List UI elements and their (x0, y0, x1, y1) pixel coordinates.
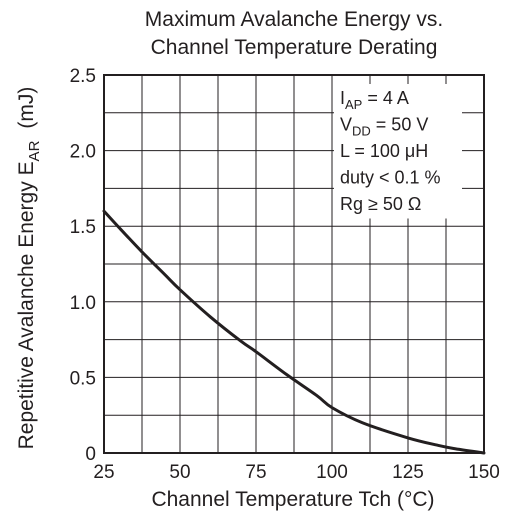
x-tick-label: 150 (468, 462, 500, 483)
annotation-line: Rg ≥ 50 Ω (340, 194, 421, 214)
chart-title-line-2: Channel Temperature Derating (150, 36, 438, 59)
annotation-text: V (340, 115, 352, 135)
series-group (102, 209, 486, 455)
annotation-subscript: AP (345, 97, 362, 112)
annotation-text: Rg ≥ 50 Ω (340, 194, 421, 214)
annotation-line: L = 100 μH (340, 141, 428, 161)
annotation-line: IAP = 4 A (340, 88, 409, 112)
y-axis-label-main: Repetitive Avalanche Energy E (15, 161, 38, 449)
series-line-0 (102, 209, 486, 455)
x-tick-labels: 25 50 75 100 125 150 (93, 462, 499, 483)
annotation-subscript: DD (352, 124, 371, 139)
annotation-text-rest: = 50 V (371, 115, 429, 135)
annotation-text: duty < 0.1 % (340, 168, 441, 188)
y-axis-label: Repetitive Avalanche Energy EAR (mJ) (15, 87, 43, 450)
y-tick-label: 2.0 (70, 142, 96, 163)
annotation-background (334, 84, 462, 219)
chart-title-line-1: Maximum Avalanche Energy vs. (144, 8, 444, 31)
annotation-line: VDD = 50 V (340, 115, 428, 139)
x-tick-label: 25 (93, 462, 114, 483)
y-tick-label: 2.5 (70, 66, 96, 87)
x-tick-label: 100 (316, 462, 348, 483)
annotation-line: duty < 0.1 % (340, 168, 441, 188)
x-tick-label: 125 (392, 462, 424, 483)
x-axis-label: Channel Temperature Tch (°C) (151, 488, 434, 511)
plot-frame (103, 74, 485, 454)
annotation-text: I (340, 88, 345, 108)
grid-lines (104, 75, 484, 453)
y-axis-label-unit: (mJ) (15, 87, 38, 129)
y-tick-label: 1.5 (70, 217, 96, 238)
y-tick-label: 0 (85, 444, 96, 465)
x-tick-label: 50 (169, 462, 190, 483)
annotation-text: L = 100 (340, 141, 405, 161)
y-tick-label: 0.5 (70, 368, 96, 389)
y-tick-label: 1.0 (70, 293, 96, 314)
y-tick-labels: 0 0.5 1.0 1.5 2.0 2.5 (70, 66, 96, 465)
annotation-text-rest: = 4 A (362, 88, 409, 108)
y-axis-label-subscript: AR (26, 140, 43, 161)
x-tick-label: 75 (245, 462, 266, 483)
annotation-text-rest: μH (405, 141, 428, 161)
